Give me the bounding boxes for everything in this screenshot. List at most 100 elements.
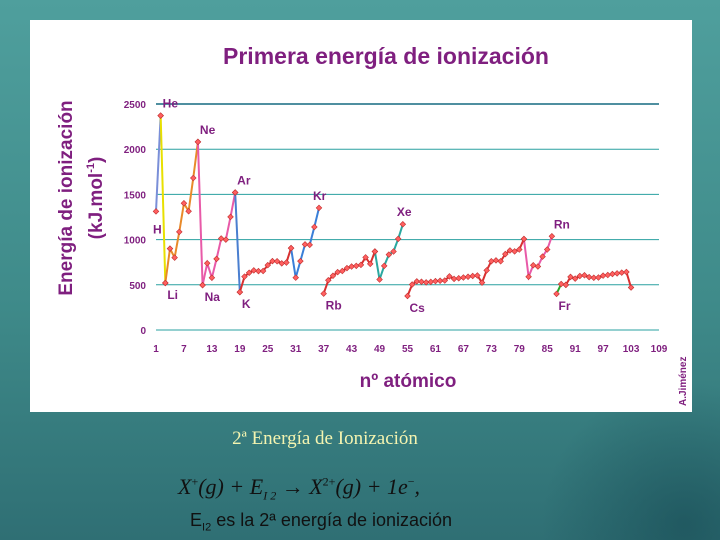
y-tick-label: 0 [140,326,146,337]
data-point [418,278,425,285]
element-label: Fr [559,299,571,313]
element-label: Rn [554,217,570,231]
data-point [595,274,602,281]
data-point [306,241,313,249]
data-point [339,267,346,275]
data-point [576,272,584,280]
data-point [483,267,490,274]
element-label: Ar [237,174,251,188]
data-point [152,208,160,215]
x-tick-label: 25 [262,344,274,355]
x-tick-label: 19 [234,344,246,355]
data-point [413,278,421,285]
data-point [590,274,598,282]
data-point [362,254,369,261]
y-axis-label-line1: Energía de ionización [56,100,77,295]
x-tick-label: 37 [318,344,330,355]
data-point [506,247,514,254]
y-tick-label: 1000 [124,236,147,247]
data-point [301,241,309,248]
y-axis-label: Energía de ionización (kJ.mol-1) [56,100,107,295]
data-point [292,274,299,281]
author-credit: A.Jiménez [678,357,689,406]
data-point [460,274,467,281]
x-tick-label: 73 [486,344,498,355]
x-tick-label: 109 [651,344,668,355]
data-point [250,267,258,274]
data-point [259,267,267,275]
x-tick-label: 91 [570,344,582,355]
data-point [469,272,476,280]
data-point [427,278,435,286]
x-tick-label: 13 [206,344,218,355]
element-labels: He Ne Ar Kr Xe Rn H Li Na K Rb Cs Fr [153,97,571,315]
data-point [185,207,192,215]
data-point [380,262,388,270]
data-point [217,235,225,242]
data-point [511,248,518,255]
data-point [562,281,570,289]
x-tick-label: 55 [402,344,414,355]
data-point [194,138,202,146]
data-point [390,248,397,255]
data-point [227,213,234,221]
data-point [166,245,174,252]
element-label: Rb [326,299,342,313]
element-label: Xe [397,205,412,219]
series-line [164,141,199,284]
x-axis-label: nº atómico [360,371,457,392]
data-point [203,260,211,267]
x-tick-label: 103 [623,344,640,355]
data-point [548,233,556,240]
x-tick-label: 67 [458,344,470,355]
element-label: He [163,97,179,111]
element-label: Cs [410,301,426,315]
data-point [581,272,588,279]
data-point [567,273,574,281]
data-point [399,220,407,228]
data-point [283,259,290,266]
chart-title: Primera energía de ionización [223,43,549,69]
data-point [264,261,272,269]
data-point [525,273,532,281]
data-point [371,248,379,255]
x-tick-label: 79 [514,344,526,355]
y-tick-label: 500 [129,281,146,292]
data-point [343,264,351,272]
series-points [152,112,635,300]
x-tick-label: 85 [542,344,554,355]
x-tick-label: 31 [290,344,302,355]
data-point [213,255,220,263]
data-point [585,273,593,281]
data-point [357,261,365,269]
series-line [159,115,167,284]
x-tick-label: 61 [430,344,442,355]
data-point [269,257,276,265]
element-label: Na [205,290,221,304]
series-line [196,141,204,286]
data-point [222,236,230,243]
y-axis-label-line2: (kJ.mol-1) [85,157,107,240]
data-point [394,235,402,243]
x-tick-labels: 1 7 13 19 25 31 37 43 49 55 61 67 73 79 85 91 97 103 109 [153,344,668,355]
data-point [450,275,458,283]
ionization-chart: Primera energía de ionización Energía de… [56,43,689,406]
data-point [329,272,337,280]
y-tick-labels: 0 500 1000 1500 2000 2500 [124,100,147,337]
series-line [406,238,525,297]
data-point [245,269,253,277]
data-point [623,268,630,276]
data-point [613,270,621,277]
data-point [599,272,607,279]
y-tick-label: 2000 [124,145,147,156]
data-point [557,280,565,288]
data-point [366,260,374,268]
data-point [353,262,360,270]
data-point [180,200,188,207]
data-point [320,290,327,297]
element-label: Kr [313,189,327,203]
element-label: K [242,297,251,311]
data-point [455,274,462,282]
data-point [529,262,537,269]
element-label: Ne [200,123,216,137]
